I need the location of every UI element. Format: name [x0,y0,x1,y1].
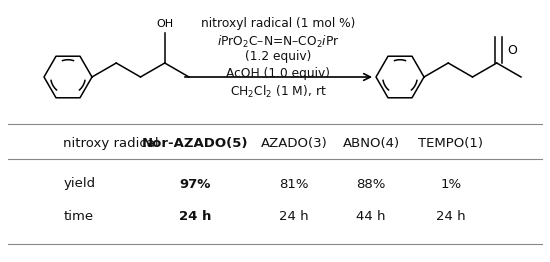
Text: nitroxy radical: nitroxy radical [63,138,159,150]
Text: AcOH (1.0 equiv): AcOH (1.0 equiv) [227,67,331,80]
Text: ABNO(4): ABNO(4) [343,138,400,150]
Text: time: time [63,210,94,222]
Text: 44 h: 44 h [356,210,386,222]
Text: (1.2 equiv): (1.2 equiv) [245,50,312,63]
Text: OH: OH [156,19,173,29]
Text: AZADO(3): AZADO(3) [261,138,328,150]
Text: 24 h: 24 h [436,210,466,222]
Text: O: O [508,43,518,57]
Text: 97%: 97% [179,177,211,190]
Text: 24 h: 24 h [279,210,309,222]
Text: 24 h: 24 h [179,210,211,222]
Text: 88%: 88% [356,177,386,190]
Text: yield: yield [63,177,95,190]
Text: TEMPO(1): TEMPO(1) [419,138,483,150]
Text: $i$PrO$_2$C–N=N–CO$_2$$i$Pr: $i$PrO$_2$C–N=N–CO$_2$$i$Pr [217,34,340,50]
Text: 81%: 81% [279,177,309,190]
Text: Nor-AZADO(5): Nor-AZADO(5) [142,138,249,150]
Text: 1%: 1% [441,177,461,190]
Text: CH$_2$Cl$_2$ (1 M), rt: CH$_2$Cl$_2$ (1 M), rt [230,84,327,100]
Text: nitroxyl radical (1 mol %): nitroxyl radical (1 mol %) [201,17,356,30]
